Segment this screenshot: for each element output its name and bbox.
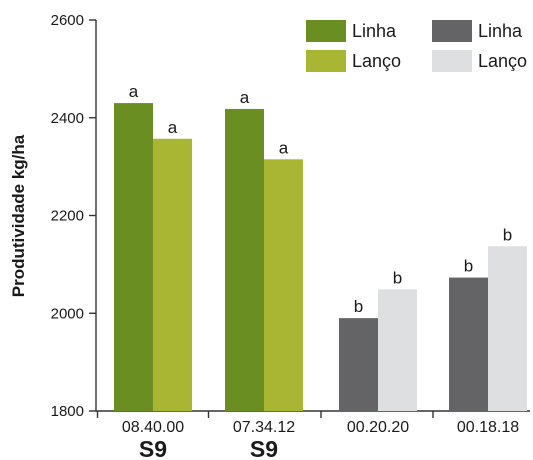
axes: 1800200022002400260008.40.00S907.34.12S9… bbox=[51, 12, 530, 460]
x-tick-label: 00.20.20 bbox=[347, 419, 409, 436]
bar-data-label: b bbox=[464, 257, 473, 276]
bar-data-label: b bbox=[503, 225, 512, 244]
bar bbox=[225, 108, 264, 411]
legend-label: Lanço bbox=[478, 51, 527, 71]
bar bbox=[264, 159, 303, 411]
legend-item: Lanço bbox=[432, 50, 527, 72]
legend-item: Linha bbox=[432, 20, 523, 42]
y-tick-label: 2200 bbox=[51, 208, 84, 225]
bar-data-label: a bbox=[168, 118, 178, 137]
legend-swatch bbox=[306, 50, 346, 72]
bar bbox=[378, 289, 417, 411]
bar-data-label: a bbox=[129, 82, 139, 101]
x-tick-sublabel: S9 bbox=[139, 436, 167, 460]
legend-item: Lanço bbox=[306, 50, 401, 72]
bar bbox=[339, 318, 378, 411]
legend-swatch bbox=[432, 50, 472, 72]
bar-data-label: b bbox=[354, 297, 363, 316]
legend-swatch bbox=[432, 20, 472, 42]
legend-label: Linha bbox=[478, 21, 523, 41]
y-tick-label: 2000 bbox=[51, 305, 84, 322]
x-tick-label: 08.40.00 bbox=[122, 419, 184, 436]
bar bbox=[488, 246, 527, 411]
x-tick-sublabel: S9 bbox=[250, 436, 278, 460]
bar-data-label: a bbox=[279, 138, 289, 157]
bar-data-label: b bbox=[393, 268, 402, 287]
legend: Linha Lanço Linha Lanço bbox=[306, 20, 527, 72]
y-tick-label: 1800 bbox=[51, 403, 84, 420]
legend-swatch bbox=[306, 20, 346, 42]
bars bbox=[114, 103, 527, 412]
y-tick-label: 2600 bbox=[51, 12, 84, 29]
bar bbox=[114, 103, 153, 412]
y-axis-label: Produtividade kg/ha bbox=[9, 134, 28, 297]
data-labels: a a a a b b b b bbox=[129, 82, 512, 316]
bar bbox=[153, 138, 192, 412]
bar bbox=[449, 277, 488, 411]
bar-data-label: a bbox=[240, 88, 250, 107]
x-tick-label: 07.34.12 bbox=[233, 419, 295, 436]
legend-label: Linha bbox=[352, 21, 397, 41]
legend-item: Linha bbox=[306, 20, 397, 42]
legend-label: Lanço bbox=[352, 51, 401, 71]
x-tick-label: 00.18.18 bbox=[457, 419, 519, 436]
y-tick-label: 2400 bbox=[51, 110, 84, 127]
